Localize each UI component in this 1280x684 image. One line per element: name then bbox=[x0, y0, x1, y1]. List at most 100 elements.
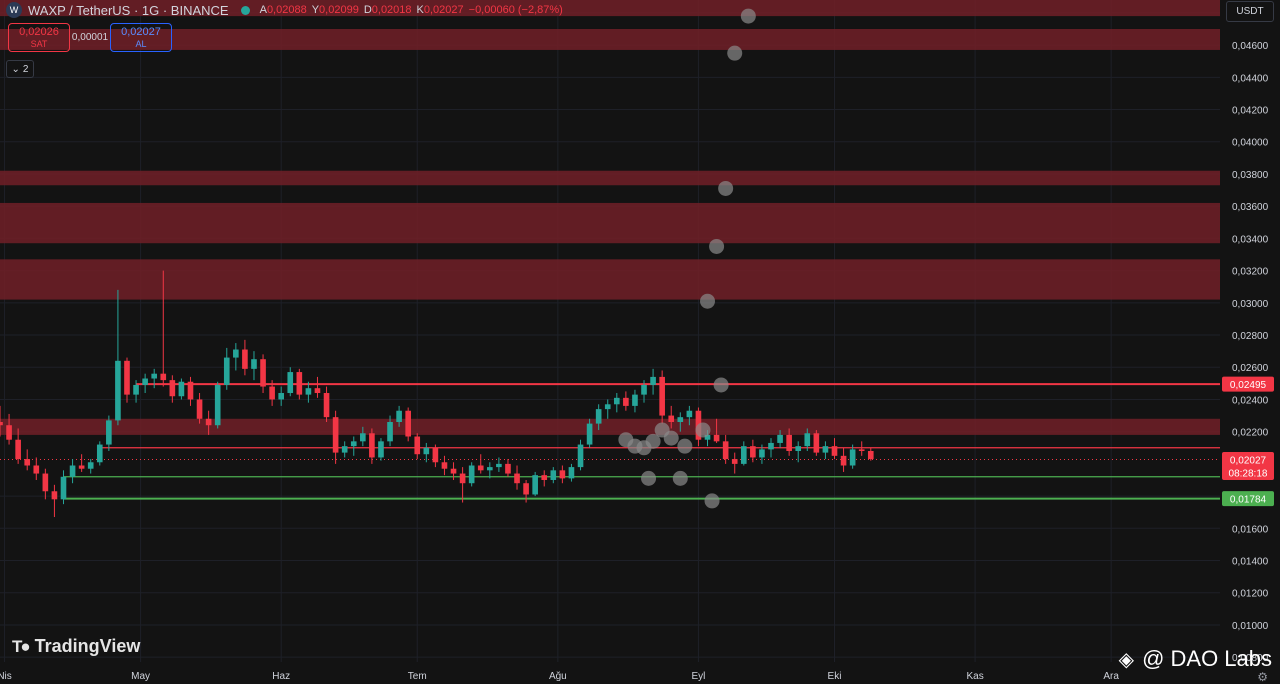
price-badge-label: 0,02495 bbox=[1230, 380, 1267, 391]
candle-body bbox=[786, 434, 792, 451]
candle-body bbox=[858, 449, 865, 451]
candle-body bbox=[432, 447, 439, 463]
candle-body bbox=[187, 381, 194, 400]
binance-icon: ◈ bbox=[1118, 648, 1135, 671]
sell-button[interactable]: 0,02026 SAT bbox=[8, 23, 70, 52]
candle-body bbox=[650, 376, 656, 385]
candle-body bbox=[668, 415, 675, 423]
candle-body bbox=[568, 467, 575, 479]
projection-marker bbox=[672, 470, 688, 486]
ohlc-item: Y0,02099 bbox=[312, 4, 359, 16]
candle-body bbox=[369, 433, 375, 458]
price-badge bbox=[1222, 376, 1274, 392]
candle-body bbox=[78, 465, 85, 469]
candle-body bbox=[595, 409, 602, 424]
candle-body bbox=[96, 444, 103, 463]
projection-marker bbox=[740, 8, 756, 24]
candle-body bbox=[115, 360, 121, 421]
waxp-logo-icon: W bbox=[6, 2, 22, 18]
candle-body bbox=[867, 450, 874, 460]
y-tick-label: 0,03600 bbox=[1232, 202, 1269, 213]
candle-body bbox=[686, 410, 693, 418]
candle-body bbox=[468, 465, 475, 484]
candle-body bbox=[840, 455, 847, 466]
candle-body bbox=[759, 449, 765, 458]
tradingview-logo[interactable]: T● TradingView bbox=[12, 636, 140, 657]
projection-marker bbox=[704, 493, 720, 509]
x-tick-label: Kas bbox=[966, 671, 983, 682]
candle-body bbox=[514, 473, 520, 484]
x-tick-label: Ağu bbox=[549, 671, 567, 682]
ohlc-key: K bbox=[416, 4, 424, 16]
candle-body bbox=[532, 475, 538, 495]
resistance-zone bbox=[0, 0, 1220, 17]
candle-body bbox=[414, 436, 421, 455]
price-badge-label: 0,01784 bbox=[1230, 495, 1267, 506]
y-tick-label: 0,02200 bbox=[1232, 428, 1269, 439]
dao-labs-watermark: ◈ @ DAO Labs bbox=[1119, 646, 1272, 672]
candle-body bbox=[559, 470, 566, 479]
candle-body bbox=[641, 384, 647, 395]
y-tick-label: 0,03200 bbox=[1232, 267, 1269, 278]
candle-body bbox=[604, 404, 611, 410]
candle-body bbox=[713, 434, 720, 442]
market-status-icon bbox=[240, 5, 250, 15]
candle-body bbox=[178, 381, 185, 397]
ohlc-item: K0,02027 bbox=[417, 4, 464, 16]
ohlc-key: Y bbox=[311, 4, 320, 16]
ohlc-value: −0,00060 (−2,87%) bbox=[468, 4, 563, 16]
resistance-zone bbox=[0, 28, 1220, 50]
price-badge bbox=[1222, 491, 1274, 507]
candle-body bbox=[441, 462, 448, 469]
x-tick-label: Ara bbox=[1103, 671, 1119, 682]
symbol-title[interactable]: WAXP / TetherUS · 1G · BINANCE bbox=[28, 2, 229, 18]
ohlc-values: A0,02088 Y0,02099 D0,02018 K0,02027 −0,00060… bbox=[260, 4, 563, 16]
y-tick-label: 0,02800 bbox=[1232, 331, 1269, 342]
candle-body bbox=[550, 470, 557, 480]
candle-body bbox=[332, 417, 339, 453]
y-tick-label: 0,01000 bbox=[1232, 621, 1269, 632]
buy-price: 0,02027 bbox=[121, 25, 161, 38]
tradingview-wordmark: TradingView bbox=[34, 636, 141, 656]
candle-body bbox=[750, 446, 756, 458]
ohlc-value: 0,02018 bbox=[371, 4, 412, 16]
y-tick-label: 0,04400 bbox=[1232, 73, 1269, 84]
candle-body bbox=[305, 388, 312, 395]
chart-header: W WAXP / TetherUS · 1G · BINANCE A0,0208… bbox=[0, 0, 563, 20]
candle-body bbox=[106, 420, 112, 445]
candle-body bbox=[505, 463, 511, 474]
ohlc-key: A bbox=[259, 4, 267, 16]
buy-label: AL bbox=[135, 38, 147, 49]
spread-value: 0,00001 bbox=[71, 32, 109, 43]
projection-marker bbox=[718, 180, 734, 196]
watermark-text: @ DAO Labs bbox=[1142, 646, 1272, 671]
candle-body bbox=[160, 373, 167, 381]
candle-body bbox=[214, 384, 221, 426]
settings-gear-icon[interactable]: ⚙ bbox=[1257, 670, 1268, 684]
candle-body bbox=[777, 434, 783, 443]
ohlc-key: D bbox=[363, 4, 372, 16]
candle-body bbox=[731, 459, 738, 464]
candle-body bbox=[142, 378, 148, 385]
candle-body bbox=[350, 441, 357, 447]
ohlc-item: −0,00060 (−2,87%) bbox=[469, 4, 563, 16]
buy-button[interactable]: 0,02027 AL bbox=[110, 23, 172, 52]
price-badge-label: 08:28:18 bbox=[1229, 469, 1268, 480]
projection-marker bbox=[709, 238, 725, 254]
ohlc-item: D0,02018 bbox=[364, 4, 412, 16]
projection-marker bbox=[713, 377, 729, 393]
candle-body bbox=[813, 433, 820, 453]
candle-body bbox=[768, 442, 774, 450]
y-tick-label: 0,04000 bbox=[1232, 138, 1269, 149]
candle-body bbox=[586, 423, 593, 445]
resistance-zone bbox=[0, 202, 1220, 244]
y-tick-label: 0,04200 bbox=[1232, 106, 1269, 117]
candle-body bbox=[477, 465, 484, 471]
trade-panel: 0,02026 SAT 0,00001 0,02027 AL bbox=[8, 23, 172, 52]
candle-body bbox=[396, 410, 402, 423]
currency-selector[interactable]: USDT bbox=[1226, 1, 1274, 22]
tradingview-mark-icon: T● bbox=[12, 636, 31, 656]
indicator-collapse-button[interactable]: ⌄ 2 bbox=[6, 60, 34, 78]
